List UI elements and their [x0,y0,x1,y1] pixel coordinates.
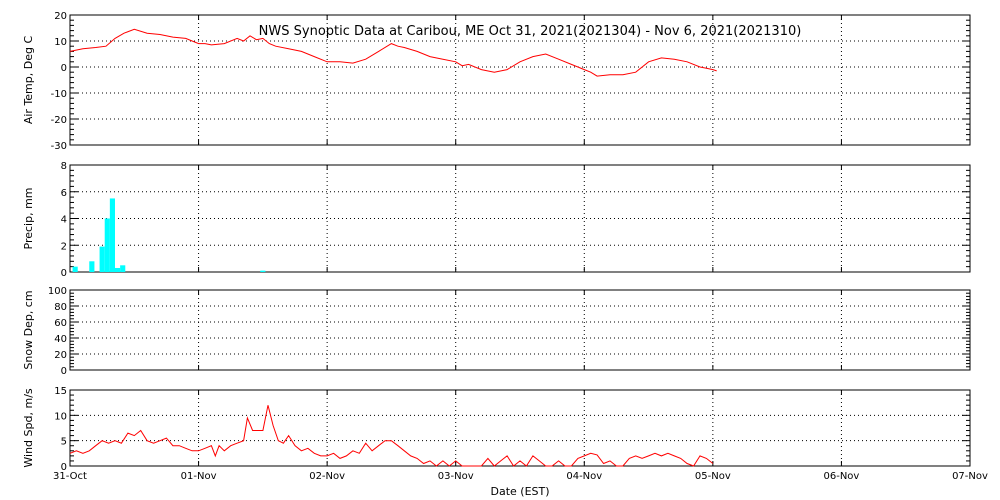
chart-title: NWS Synoptic Data at Caribou, ME Oct 31,… [259,24,802,39]
y-tick-label: 5 [61,437,67,448]
panel-wind: 0 5 10 15 Wind Spd, m/s [22,386,971,473]
y-tick-label: 0 [61,63,67,74]
y-tick-label: -20 [51,115,67,126]
panel-snow: 0 20 40 60 80 100 Snow Dep, cm [22,286,971,377]
precip-bar [72,266,78,272]
y-tick-label: 80 [54,302,67,313]
y-tick-label: 4 [61,215,67,226]
panel-precip: 0 2 4 6 8 Precip, mm [22,161,971,279]
y-axis-label-temp: Air Temp, Deg C [22,36,35,125]
precip-bar [104,218,110,272]
y-axis-label-snow: Snow Dep, cm [22,290,35,369]
x-tick-label: 07-Nov [952,471,988,482]
y-tick-label: 40 [54,334,67,345]
precip-bar [115,267,121,272]
y-tick-label: 100 [48,286,67,297]
panels-layer: -30 -20 -10 0 10 20 Air Temp, Deg C 0 2 4 6 8 Precip… [22,11,988,482]
y-tick-label: 0 [61,366,67,377]
series-line-wind [69,405,714,467]
y-tick-label: 10 [54,37,67,48]
x-tick-label: 31-Oct [53,471,87,482]
x-tick-label: 04-Nov [566,471,602,482]
panel-frame [69,14,971,146]
x-tick-label: 02-Nov [309,471,345,482]
precip-bar [109,198,115,272]
y-tick-label: 0 [61,268,67,279]
panel-temp: -30 -20 -10 0 10 20 Air Temp, Deg C [22,11,971,152]
y-tick-label: 10 [54,411,67,422]
series-line-temp [69,28,717,77]
y-tick-label: 20 [54,11,67,22]
y-tick-label: -30 [51,141,67,152]
y-axis-label-wind: Wind Spd, m/s [22,388,35,468]
y-tick-label: 8 [61,161,67,172]
y-tick-label: 60 [54,318,67,329]
x-tick-label: 01-Nov [181,471,217,482]
x-tick-label: 05-Nov [695,471,731,482]
precip-bar [120,265,126,272]
precip-bar [260,270,266,272]
x-tick-label: 03-Nov [438,471,474,482]
precip-bar [99,246,105,272]
precip-bar [89,261,95,272]
y-tick-label: 20 [54,350,67,361]
y-tick-label: 2 [61,241,67,252]
y-tick-label: 15 [54,386,67,397]
x-axis-label: Date (EST) [490,485,549,498]
x-tick-label: 06-Nov [823,471,859,482]
y-axis-label-precip: Precip, mm [22,188,35,250]
y-tick-label: 0 [61,462,67,473]
panel-frame [69,389,971,467]
y-tick-label: -10 [51,89,67,100]
y-tick-label: 6 [61,188,67,199]
panel-frame [69,289,971,371]
